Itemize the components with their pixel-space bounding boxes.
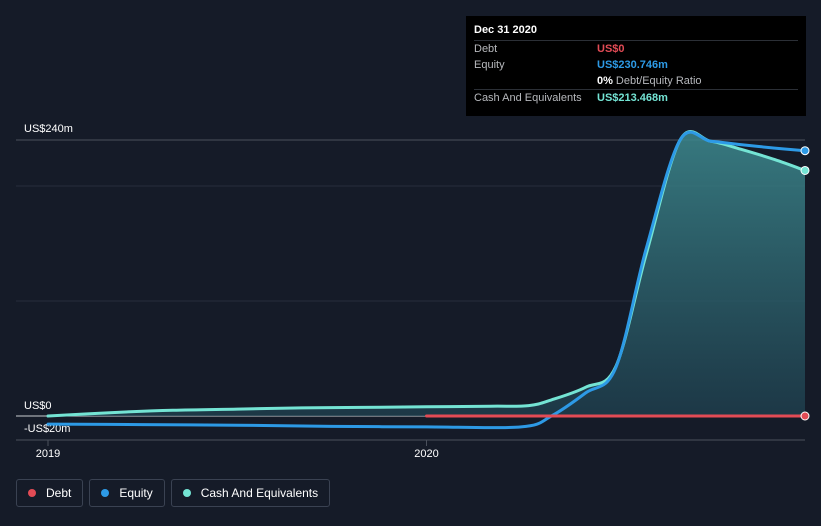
tooltip-equity-label: Equity <box>474 59 505 71</box>
tooltip-cash-value: US$213.468m <box>597 92 668 104</box>
legend: Debt Equity Cash And Equivalents <box>16 479 336 507</box>
tooltip-equity-value: US$230.746m <box>597 59 668 71</box>
series-end-marker-0 <box>800 411 810 421</box>
x-tick-label-1: 2020 <box>414 448 438 460</box>
tooltip-cash-label: Cash And Equivalents <box>474 92 582 104</box>
series-line-1 <box>46 130 807 430</box>
tooltip-ratio-label <box>474 73 597 89</box>
series-end-marker-1 <box>800 146 810 156</box>
legend-debt-label: Debt <box>46 486 72 500</box>
series-end-marker-2 <box>800 165 810 175</box>
series-area-2 <box>48 131 805 416</box>
tooltip-debt-value: US$0 <box>597 43 625 55</box>
legend-item-equity[interactable]: Equity <box>89 479 165 507</box>
tooltip-date: Dec 31 2020 <box>474 24 537 36</box>
x-tick-label-0: 2019 <box>36 448 60 460</box>
y-tick-label-1: US$0 <box>24 400 52 412</box>
tooltip-row-cash: Cash And Equivalents US$213.468m <box>474 89 798 106</box>
y-tick-label-2: -US$20m <box>24 423 70 435</box>
tooltip-row-ratio: 0% Debt/Equity Ratio <box>474 73 798 89</box>
y-tick-label-0: US$240m <box>24 123 73 135</box>
debt-dot-icon <box>28 489 36 497</box>
tooltip-ratio-value: 0% <box>597 75 613 87</box>
equity-dot-icon <box>101 489 110 497</box>
legend-cash-label: Cash And Equivalents <box>200 486 319 500</box>
tooltip-debt-label: Debt <box>474 43 498 55</box>
legend-item-cash[interactable]: Cash And Equivalents <box>170 479 331 507</box>
tooltip-row-equity: Equity US$230.746m <box>474 57 798 73</box>
tooltip-row-debt: Debt US$0 <box>474 40 798 57</box>
tooltip-panel: Dec 31 2020 Debt US$0 Equity US$230.746m… <box>466 16 806 116</box>
legend-item-debt[interactable]: Debt <box>16 479 84 507</box>
tooltip-ratio-text: Debt/Equity Ratio <box>615 75 702 87</box>
cash-dot-icon <box>182 489 191 497</box>
legend-equity-label: Equity <box>119 486 153 500</box>
